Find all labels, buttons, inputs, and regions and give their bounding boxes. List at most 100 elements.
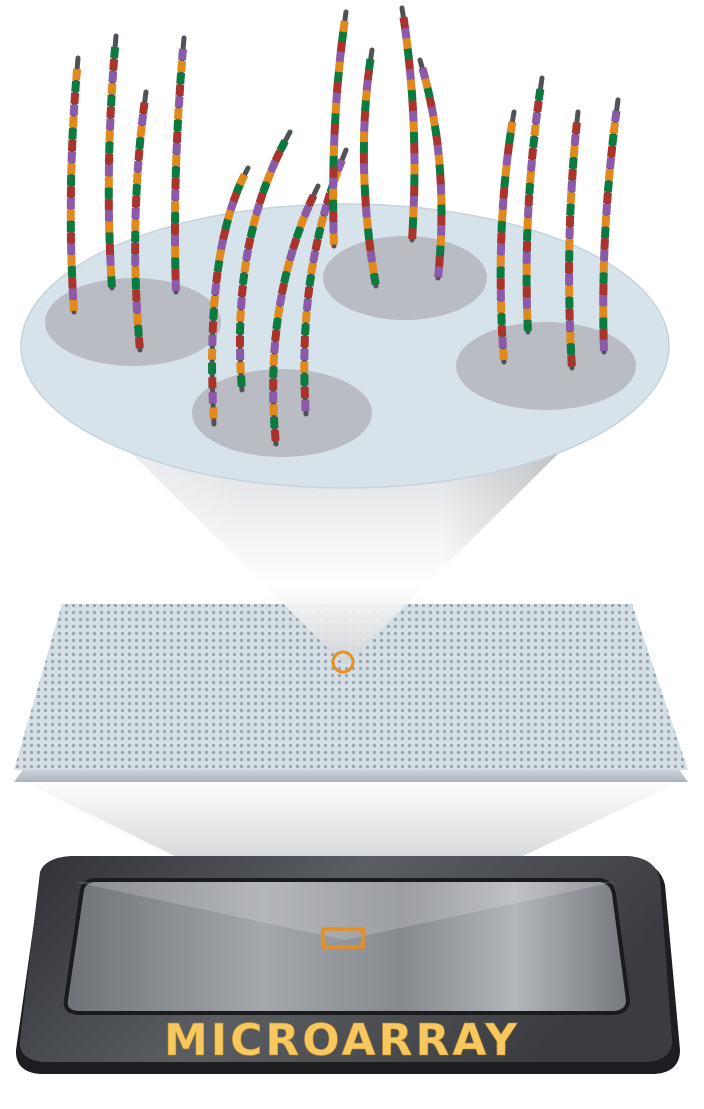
nucleotide-base (280, 270, 291, 284)
nucleotide-base (534, 88, 545, 101)
nucleotide-base (529, 136, 539, 148)
nucleotide-base (289, 237, 301, 251)
nucleotide-base (434, 265, 444, 278)
nucleotide-base (567, 355, 576, 367)
nucleotide-base (132, 289, 141, 302)
nucleotide-base (524, 194, 534, 207)
nucleotide-base (571, 122, 581, 134)
nucleotide-base (408, 99, 418, 112)
nucleotide-base (68, 277, 77, 289)
nucleotide-base (361, 99, 370, 112)
spot-2 (323, 236, 487, 320)
spot-1 (45, 278, 221, 366)
nucleotide-base (269, 366, 278, 378)
nucleotide-base (285, 248, 297, 262)
nucleotide-base (362, 78, 372, 91)
nucleotide-base (236, 172, 249, 187)
nucleotide-base (67, 243, 76, 255)
dna-strand-icon (599, 97, 621, 355)
nucleotide-base (399, 16, 410, 29)
nucleotide-base (522, 275, 531, 286)
nucleotide-base (210, 295, 219, 308)
nucleotide-base (108, 70, 118, 83)
nucleotide-base (361, 195, 370, 207)
nucleotide-base (316, 215, 328, 228)
nucleotide-base (105, 141, 114, 154)
dna-strand-icon (66, 55, 82, 315)
nucleotide-base (311, 238, 322, 252)
nucleotide-base (208, 348, 217, 360)
nucleotide-base (136, 125, 146, 138)
nucleotide-base (212, 271, 222, 284)
nucleotide-base (599, 261, 609, 273)
nucleotide-base (329, 144, 339, 157)
nucleotide-base (599, 283, 608, 295)
nucleotide-base (275, 294, 286, 307)
nucleotide-base (66, 186, 76, 198)
nucleotide-base (368, 261, 378, 274)
nucleotide-base (566, 343, 576, 355)
nucleotide-base (362, 217, 372, 229)
dna-strands (66, 5, 621, 447)
nucleotide-base (608, 133, 618, 146)
nucleotide-base (271, 149, 284, 163)
nucleotide-base (602, 203, 612, 216)
nucleotide-base (296, 215, 309, 229)
nucleotide-base (501, 164, 511, 177)
nucleotide-base (339, 20, 349, 33)
nucleotide-base (171, 246, 180, 258)
nucleotide-base (565, 250, 574, 262)
nucleotide-base (329, 210, 338, 223)
nucleotide-base (171, 268, 180, 280)
nucleotide-base (66, 197, 75, 210)
nucleotide-base (171, 189, 180, 201)
nucleotide-base (364, 228, 374, 240)
rectangle-marker-icon (321, 927, 365, 949)
nucleotide-base (105, 118, 115, 130)
nucleotide-base (209, 308, 218, 320)
nucleotide-base (300, 361, 309, 373)
nucleotide-base (329, 222, 338, 234)
nucleotide-base (604, 168, 614, 181)
nucleotide-base (107, 275, 116, 288)
nucleotide-base (273, 305, 284, 319)
nucleotide-base (599, 339, 608, 351)
nucleotide-base (66, 174, 76, 186)
nucleotide-base (330, 112, 340, 125)
nucleotide-base (134, 336, 144, 349)
nucleotide-base (505, 132, 515, 145)
nucleotide-base (174, 96, 184, 108)
nucleotide-base (259, 180, 271, 195)
nucleotide-base (498, 209, 507, 222)
nucleotide-base (331, 102, 341, 114)
nucleotide-base (359, 130, 369, 143)
nucleotide-base (409, 120, 418, 133)
nucleotide-base (69, 104, 79, 116)
nucleotide-base (400, 26, 411, 39)
nucleotide-base (178, 48, 187, 61)
nucleotide-base (209, 407, 218, 419)
nucleotide-base (269, 404, 278, 416)
nucleotide-base (171, 200, 180, 213)
nucleotide-base (601, 215, 611, 227)
nucleotide-base (329, 188, 338, 200)
microarray-chip: MICROARRAY (15, 856, 680, 1074)
nucleotide-base (420, 76, 432, 89)
dna-strand-icon (269, 183, 321, 447)
nucleotide-base (105, 221, 114, 233)
circle-marker-icon (331, 650, 355, 674)
nucleotide-base (408, 217, 418, 229)
nucleotide-base (336, 40, 347, 53)
nucleotide-base (565, 285, 574, 297)
nucleotide-base (208, 321, 218, 333)
nucleotide-base (338, 30, 348, 43)
nucleotide-base (276, 139, 289, 153)
nucleotide-base (498, 336, 507, 349)
spot-4 (456, 322, 636, 410)
nucleotide-base (425, 95, 436, 108)
nucleotide-base (131, 195, 141, 208)
nucleotide-base (522, 240, 532, 253)
nucleotide-base (565, 215, 575, 227)
nucleotide-base (72, 68, 82, 81)
nucleotide-base (172, 143, 181, 155)
